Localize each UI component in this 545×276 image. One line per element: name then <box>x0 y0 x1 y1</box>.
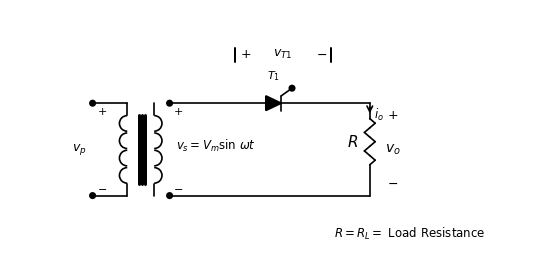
Text: $v_p$: $v_p$ <box>72 142 87 157</box>
Text: $-$: $-$ <box>173 182 184 193</box>
Circle shape <box>289 86 295 91</box>
Text: $-$: $-$ <box>97 182 107 193</box>
Circle shape <box>90 100 95 106</box>
Text: $+$: $+$ <box>173 106 184 117</box>
Text: $+$: $+$ <box>97 106 107 117</box>
Text: $v_s = V_m \sin\,\omega t$: $v_s = V_m \sin\,\omega t$ <box>175 137 256 153</box>
Text: $+$: $+$ <box>240 48 251 61</box>
Text: $v_o$: $v_o$ <box>385 142 401 156</box>
Text: $R = R_L = \ \mathrm{Load\ Resistance}$: $R = R_L = \ \mathrm{Load\ Resistance}$ <box>334 226 485 242</box>
Text: $R$: $R$ <box>347 134 358 150</box>
Text: $+$: $+$ <box>387 109 398 122</box>
Circle shape <box>167 193 172 198</box>
Text: $-$: $-$ <box>387 176 398 189</box>
Circle shape <box>167 100 172 106</box>
Circle shape <box>90 193 95 198</box>
Text: $v_{T1}$: $v_{T1}$ <box>274 48 293 61</box>
Text: $T_1$: $T_1$ <box>267 69 280 83</box>
Text: $-$: $-$ <box>316 48 326 61</box>
Text: $i_o$: $i_o$ <box>374 107 384 123</box>
Polygon shape <box>266 96 281 110</box>
